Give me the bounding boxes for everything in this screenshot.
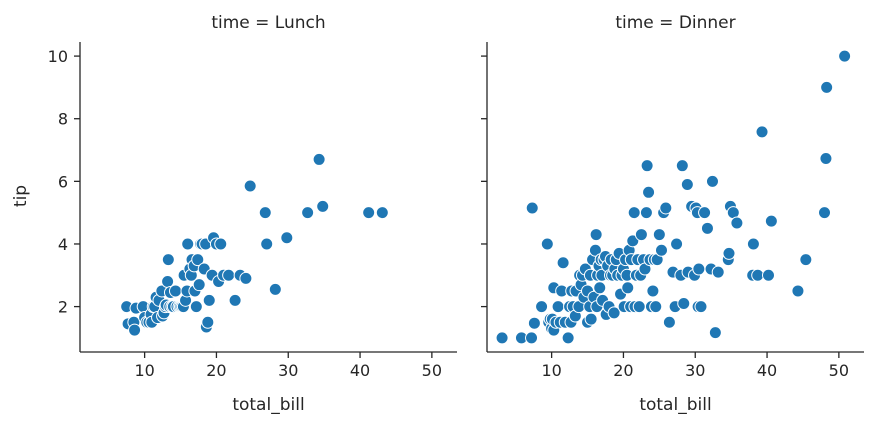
x-axis-label: total_bill: [232, 395, 304, 415]
x-tick-label: 40: [757, 361, 777, 380]
data-point: [746, 237, 760, 251]
facet-dinner: time = Dinner 10 20 30 40 50 total_bill: [481, 13, 864, 415]
data-point: [799, 253, 813, 267]
data-point: [838, 49, 852, 63]
data-point: [640, 159, 654, 173]
data-point: [819, 151, 833, 165]
data-point: [128, 323, 142, 337]
data-point: [646, 284, 660, 298]
data-point: [535, 300, 549, 314]
data-point: [677, 296, 691, 310]
data-point: [268, 282, 282, 296]
data-point: [540, 237, 554, 251]
data-point: [607, 306, 621, 320]
data-point: [632, 300, 646, 314]
data-point: [561, 331, 575, 345]
data-point: [722, 246, 736, 260]
data-point: [556, 256, 570, 270]
data-point: [588, 243, 602, 257]
x-tick-label: 30: [685, 361, 705, 380]
data-point: [700, 221, 714, 235]
facet-title: time = Dinner: [615, 13, 735, 33]
y-tick-label: 2: [58, 298, 68, 317]
data-point: [228, 293, 242, 307]
x-tick-label: 20: [613, 361, 633, 380]
data-point: [260, 237, 274, 251]
data-point: [680, 177, 694, 191]
data-point: [751, 268, 765, 282]
data-point: [243, 179, 257, 193]
x-tick-label: 50: [829, 361, 849, 380]
data-point: [593, 281, 607, 295]
x-tick-label: 10: [541, 361, 561, 380]
data-point: [214, 237, 228, 251]
data-point: [551, 300, 565, 314]
data-point: [589, 228, 603, 242]
data-point: [362, 206, 376, 220]
data-point: [239, 271, 253, 285]
x-axis-label: total_bill: [639, 395, 711, 415]
data-point: [818, 206, 832, 220]
data-point: [675, 159, 689, 173]
data-point: [161, 253, 175, 267]
data-point: [659, 201, 673, 215]
data-point: [525, 331, 539, 345]
data-point: [621, 281, 635, 295]
data-point: [192, 278, 206, 292]
x-tick-label: 40: [350, 361, 370, 380]
data-point: [755, 125, 769, 139]
data-point: [375, 206, 389, 220]
x-tick-label: 20: [206, 361, 226, 380]
data-point: [820, 80, 834, 94]
data-point: [584, 312, 598, 326]
data-point: [312, 152, 326, 166]
facet-title: time = Lunch: [211, 13, 325, 33]
data-point: [189, 300, 203, 314]
data-point: [202, 293, 216, 307]
data-point: [761, 268, 775, 282]
data-point: [627, 206, 641, 220]
data-point: [692, 262, 706, 276]
data-point: [654, 243, 668, 257]
data-point: [694, 300, 708, 314]
data-point: [301, 206, 315, 220]
data-point: [642, 185, 656, 199]
data-point: [316, 199, 330, 213]
data-point: [670, 237, 684, 251]
data-point: [634, 228, 648, 242]
data-point: [662, 315, 676, 329]
y-tick-label: 6: [58, 172, 68, 191]
data-point: [698, 206, 712, 220]
data-point: [649, 300, 663, 314]
data-point: [181, 237, 195, 251]
data-point: [525, 201, 539, 215]
y-tick-label: 4: [58, 235, 68, 254]
data-point: [711, 265, 725, 279]
x-tick-label: 50: [422, 361, 442, 380]
data-point: [791, 284, 805, 298]
data-point: [222, 268, 236, 282]
data-point: [527, 316, 541, 330]
y-tick-label: 8: [58, 110, 68, 129]
data-point: [730, 216, 744, 230]
x-tick-label: 10: [134, 361, 154, 380]
data-point: [708, 326, 722, 340]
x-tick-label: 30: [278, 361, 298, 380]
data-point: [201, 315, 215, 329]
data-point: [705, 174, 719, 188]
y-axis-label: tip: [11, 185, 31, 207]
data-point: [280, 231, 294, 245]
data-point: [258, 206, 272, 220]
data-point: [191, 253, 205, 267]
y-tick-label: 10: [48, 47, 68, 66]
facet-lunch: time = Lunch 10 20 30 40 50 2 4 6 8 10 total_bill: [48, 13, 457, 415]
data-point: [169, 284, 183, 298]
data-point: [495, 331, 509, 345]
data-point: [639, 206, 653, 220]
data-point: [764, 214, 778, 228]
data-point: [652, 228, 666, 242]
